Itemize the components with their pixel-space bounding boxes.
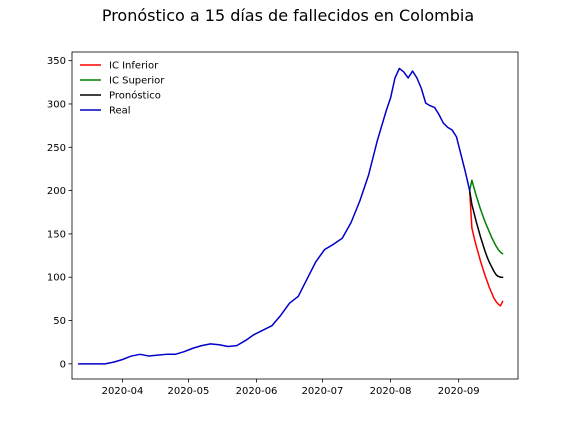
- x-tick-label: 2020-04: [102, 386, 144, 397]
- axes-frame: [71, 51, 519, 380]
- y-tick-label: 200: [47, 186, 66, 197]
- series-line-pronostico: [468, 189, 504, 278]
- series-line-ic-superior: [468, 179, 504, 255]
- x-tick-label: 2020-07: [302, 386, 344, 397]
- x-tick-label: 2020-05: [168, 386, 210, 397]
- series-line-ic-inferior: [468, 189, 504, 307]
- y-tick-label: 150: [47, 229, 66, 240]
- legend-label: IC Inferior: [109, 61, 159, 72]
- y-tick-label: 0: [60, 359, 66, 370]
- y-tick-label: 300: [47, 99, 66, 110]
- y-axis: 0 50 100 150 200 250 300 350: [47, 56, 72, 370]
- legend: IC Inferior IC Superior Pronóstico Real: [80, 61, 165, 117]
- chart-title: Pronóstico a 15 días de fallecidos en Co…: [102, 6, 474, 25]
- legend-label: Pronóstico: [109, 90, 161, 102]
- y-tick-label: 350: [47, 56, 66, 67]
- y-tick-label: 250: [47, 143, 66, 154]
- y-tick-label: 50: [53, 316, 66, 327]
- legend-label: Real: [109, 106, 131, 117]
- y-tick-label: 100: [47, 273, 66, 284]
- x-tick-label: 2020-08: [370, 386, 412, 397]
- x-tick-label: 2020-09: [438, 386, 480, 397]
- series-lines: [77, 67, 504, 365]
- x-axis: 2020-04 2020-05 2020-06 2020-07 2020-08 2020-…: [102, 379, 480, 397]
- legend-label: IC Superior: [109, 76, 165, 87]
- series-line-real: [77, 67, 471, 365]
- x-tick-label: 2020-06: [236, 386, 278, 397]
